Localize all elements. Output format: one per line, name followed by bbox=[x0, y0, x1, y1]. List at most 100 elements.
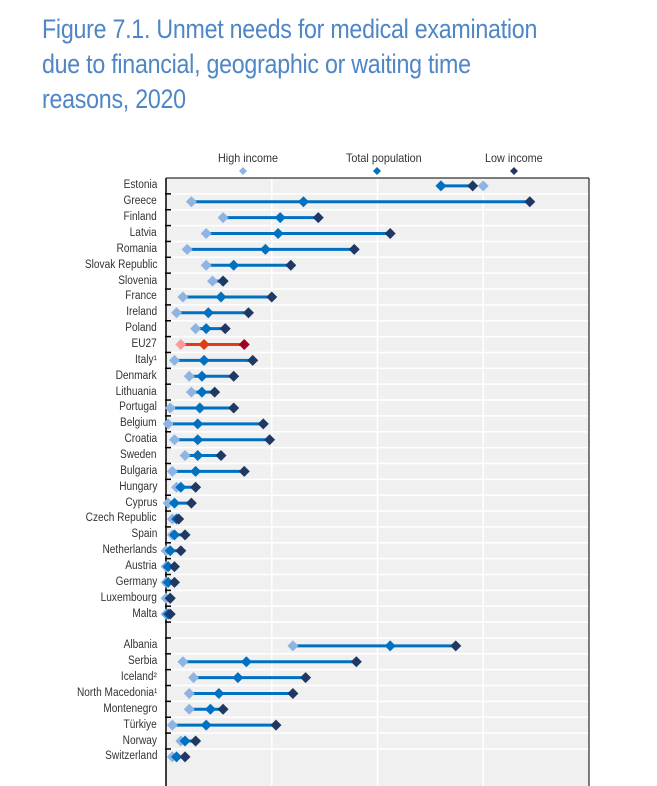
category-label: Greece bbox=[123, 195, 157, 208]
marker-high-income bbox=[168, 434, 180, 446]
marker-low-income bbox=[287, 687, 299, 699]
marker-low-income bbox=[228, 370, 240, 382]
marker-low-income bbox=[209, 386, 221, 398]
marker-total-population bbox=[194, 402, 206, 414]
legend-label-high-income: High income bbox=[218, 151, 279, 165]
marker-low-income bbox=[300, 672, 312, 684]
marker-total-population bbox=[240, 656, 252, 668]
marker-total-population bbox=[192, 434, 204, 446]
category-label: Latvia bbox=[129, 227, 157, 239]
marker-low-income bbox=[168, 561, 180, 573]
marker-total-population bbox=[168, 497, 180, 509]
category-label: Luxembourg bbox=[100, 591, 157, 604]
category-label: Ireland bbox=[126, 306, 157, 319]
category-label: Italy¹ bbox=[135, 353, 157, 366]
marker-high-income bbox=[177, 656, 189, 668]
marker-low-income bbox=[164, 592, 176, 604]
marker-high-income bbox=[207, 275, 219, 287]
marker-high-income bbox=[187, 672, 199, 684]
marker-low-income bbox=[285, 259, 297, 271]
marker-high-income bbox=[177, 291, 189, 303]
marker-total-population bbox=[272, 228, 284, 240]
marker-total-population bbox=[259, 243, 271, 255]
marker-total-population bbox=[175, 481, 187, 493]
category-label: Germany bbox=[115, 575, 157, 588]
marker-high-income bbox=[200, 259, 212, 271]
category-label: Denmark bbox=[115, 369, 157, 382]
marker-total-population bbox=[297, 196, 309, 208]
marker-low-income bbox=[384, 228, 396, 240]
marker-low-income bbox=[247, 354, 259, 366]
category-label: France bbox=[125, 290, 157, 303]
marker-low-income bbox=[257, 418, 269, 430]
marker-high-income bbox=[179, 450, 191, 462]
category-label: Belgium bbox=[120, 417, 157, 430]
marker-low-income bbox=[219, 323, 231, 335]
marker-low-income bbox=[350, 656, 362, 668]
marker-low-income bbox=[450, 640, 462, 652]
legend-marker-low-income bbox=[510, 167, 518, 175]
marker-total-population bbox=[196, 370, 208, 382]
marker-high-income bbox=[217, 212, 229, 224]
category-label: Serbia bbox=[127, 655, 157, 668]
marker-total-population bbox=[192, 450, 204, 462]
marker-low-income bbox=[312, 212, 324, 224]
marker-low-income bbox=[524, 196, 536, 208]
marker-total-population bbox=[162, 561, 174, 573]
marker-total-population bbox=[228, 259, 240, 271]
category-label: Cyprus bbox=[124, 496, 157, 509]
marker-low-income bbox=[217, 703, 229, 715]
category-label: Türkiye bbox=[123, 718, 157, 731]
marker-high-income bbox=[183, 370, 195, 382]
marker-total-population bbox=[162, 576, 174, 588]
category-label: Poland bbox=[125, 322, 157, 335]
marker-total-population bbox=[164, 545, 176, 557]
marker-high-income bbox=[162, 418, 174, 430]
marker-high-income bbox=[183, 687, 195, 699]
marker-low-income bbox=[164, 608, 176, 620]
category-label: Estonia bbox=[123, 179, 157, 192]
marker-total-population bbox=[435, 180, 447, 192]
category-label: EU27 bbox=[131, 338, 157, 351]
marker-total-population bbox=[213, 687, 225, 699]
marker-high-income bbox=[162, 497, 174, 509]
marker-low-income bbox=[238, 465, 250, 477]
marker-low-income bbox=[190, 481, 202, 493]
marker-total-population bbox=[200, 719, 212, 731]
marker-total-population bbox=[204, 703, 216, 715]
category-label: Montenegro bbox=[102, 702, 157, 715]
marker-total-population bbox=[179, 735, 191, 747]
category-label: Finland bbox=[123, 211, 157, 224]
marker-low-income bbox=[270, 719, 282, 731]
marker-total-population bbox=[200, 323, 212, 335]
marker-low-income bbox=[185, 497, 197, 509]
category-label: Czech Republic bbox=[86, 512, 157, 525]
marker-high-income bbox=[181, 243, 193, 255]
category-label: Slovenia bbox=[118, 274, 157, 287]
marker-low-income bbox=[175, 545, 187, 557]
category-label: Sweden bbox=[120, 449, 157, 462]
marker-low-income bbox=[179, 751, 191, 763]
marker-low-income bbox=[215, 450, 227, 462]
marker-high-income bbox=[183, 703, 195, 715]
marker-high-income bbox=[190, 323, 202, 335]
marker-high-income bbox=[166, 465, 178, 477]
marker-low-income bbox=[168, 576, 180, 588]
category-label: Hungary bbox=[118, 480, 157, 493]
marker-total-population bbox=[274, 212, 286, 224]
marker-high-income bbox=[185, 196, 197, 208]
marker-high-income bbox=[168, 354, 180, 366]
category-label: Norway bbox=[122, 734, 157, 747]
title-line-3: reasons, 2020 bbox=[42, 84, 186, 114]
marker-low-income bbox=[467, 180, 479, 192]
marker-total-population bbox=[202, 307, 214, 319]
marker-high-income bbox=[171, 307, 183, 319]
marker-high-income bbox=[164, 402, 176, 414]
marker-total-population bbox=[198, 354, 210, 366]
category-label: Slovak Republic bbox=[84, 258, 157, 271]
marker-high-income bbox=[477, 180, 489, 192]
marker-low-income bbox=[264, 434, 276, 446]
marker-low-income bbox=[173, 513, 185, 525]
category-label: Lithuania bbox=[115, 385, 157, 398]
